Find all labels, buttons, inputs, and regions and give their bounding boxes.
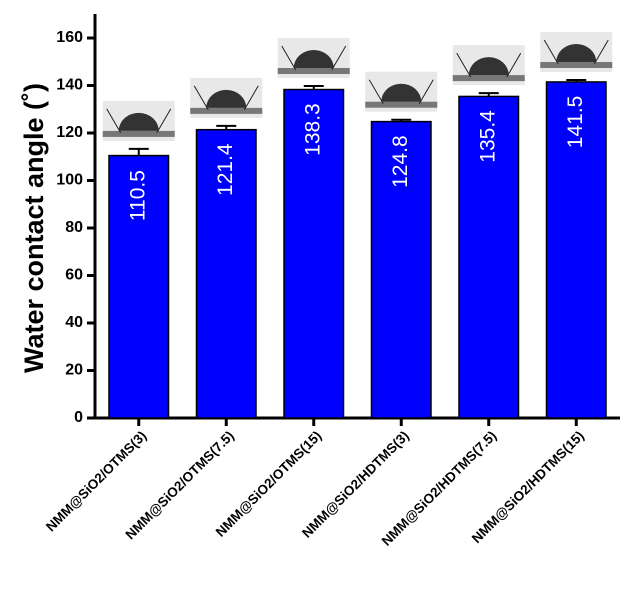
droplet: [118, 112, 159, 131]
y-tick-label: 80: [65, 219, 83, 236]
error-bar: [128, 147, 149, 156]
y-tick-label: 100: [56, 172, 83, 189]
y-tick-label: 0: [74, 409, 83, 426]
y-tick-label: 120: [56, 124, 83, 141]
bar: [545, 81, 607, 419]
droplet: [381, 83, 422, 102]
bar: [195, 128, 257, 419]
substrate: [277, 67, 350, 74]
y-tick-label: 140: [56, 77, 83, 94]
tangent-lines: [106, 108, 172, 134]
bar: [283, 88, 345, 419]
droplet: [556, 44, 597, 63]
droplet: [206, 89, 247, 108]
error-bar: [216, 124, 237, 130]
value-label: 135.4: [476, 110, 499, 163]
tangent-lines: [543, 39, 609, 65]
substrate: [452, 75, 525, 82]
value-label: 141.5: [564, 96, 587, 149]
substrate: [365, 101, 438, 108]
value-label: 138.3: [301, 103, 324, 156]
error-bar: [566, 79, 587, 82]
value-label: 121.4: [214, 143, 237, 196]
x-tick-label: NMM@SiO2/OTMS(3): [43, 428, 149, 534]
error-bar: [303, 84, 324, 90]
tangent-lines: [281, 45, 347, 71]
bar: [458, 95, 520, 419]
tangent-lines: [193, 85, 259, 111]
error-bar: [391, 118, 412, 122]
tangent-lines: [456, 52, 522, 78]
y-axis-label: Water contact angle (˚): [19, 83, 49, 373]
droplet: [468, 57, 509, 76]
error-bar: [478, 92, 499, 97]
bar: [370, 120, 432, 419]
substrate: [190, 107, 263, 114]
substrate: [540, 62, 613, 69]
bar: [108, 154, 170, 419]
value-label: 110.5: [126, 170, 149, 221]
tangent-lines: [368, 79, 434, 104]
y-tick-label: 160: [56, 29, 83, 46]
value-label: 124.8: [389, 135, 412, 188]
y-tick-label: 20: [65, 362, 83, 379]
y-tick-label: 60: [65, 267, 83, 284]
y-tick-label: 40: [65, 314, 83, 331]
droplet: [293, 49, 334, 68]
substrate: [102, 130, 175, 137]
